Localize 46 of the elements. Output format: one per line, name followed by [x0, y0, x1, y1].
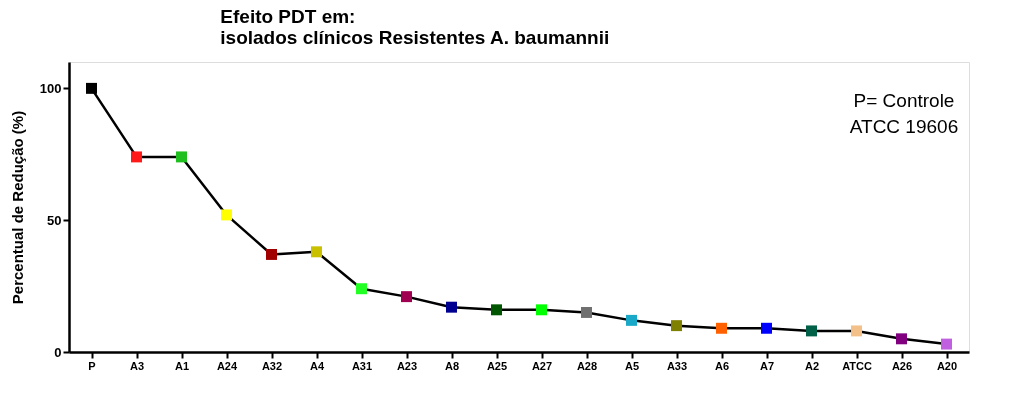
x-tick-label: A33 [666, 359, 688, 372]
x-tick-label: A7 [759, 359, 775, 372]
point [806, 325, 817, 337]
x-tick-label: A23 [396, 359, 418, 372]
x-tick-label: A27 [531, 359, 553, 372]
x-tick-label: A24 [216, 359, 238, 372]
x-tick-label: A8 [444, 359, 460, 372]
x-tick-label: A2 [804, 359, 820, 372]
point [266, 248, 277, 260]
point [221, 209, 232, 221]
x-tick-label: A25 [486, 359, 508, 372]
x-tick-label: P [88, 359, 96, 372]
point [941, 338, 952, 350]
point [131, 151, 142, 163]
x-tick-label: A3 [129, 359, 145, 372]
point [581, 306, 592, 318]
point [851, 325, 862, 337]
y-axis-title: Percentual de Redução (%) [8, 110, 26, 305]
point [86, 82, 97, 94]
x-tick-label: A26 [891, 359, 913, 372]
point [401, 291, 412, 303]
point [176, 151, 187, 163]
chart-title: Efeito PDT em: isolados clínicos Resistentes A. baumannii [220, 6, 610, 48]
point [716, 322, 727, 334]
x-tick-label: A28 [576, 359, 598, 372]
point [761, 322, 772, 334]
point [896, 333, 907, 345]
point [311, 246, 322, 258]
y-tick-label: 0 [54, 344, 62, 360]
x-tick-label: A20 [936, 359, 958, 372]
x-tick-label: A4 [309, 359, 325, 372]
y-tick-label: 50 [47, 212, 62, 228]
point [626, 314, 637, 326]
x-tick-label: A5 [624, 359, 640, 372]
x-tick-label: A6 [714, 359, 730, 372]
point [356, 283, 367, 295]
annotation: P= Controle ATCC 19606 [849, 90, 959, 137]
x-tick-label: A31 [351, 359, 373, 372]
point [536, 304, 547, 316]
point [671, 320, 682, 332]
x-tick-label: ATCC [842, 359, 872, 372]
point [491, 304, 502, 316]
x-tick-label: A1 [174, 359, 190, 372]
point [446, 301, 457, 313]
x-tick-label: A32 [261, 359, 283, 372]
y-tick-label: 100 [39, 80, 62, 96]
